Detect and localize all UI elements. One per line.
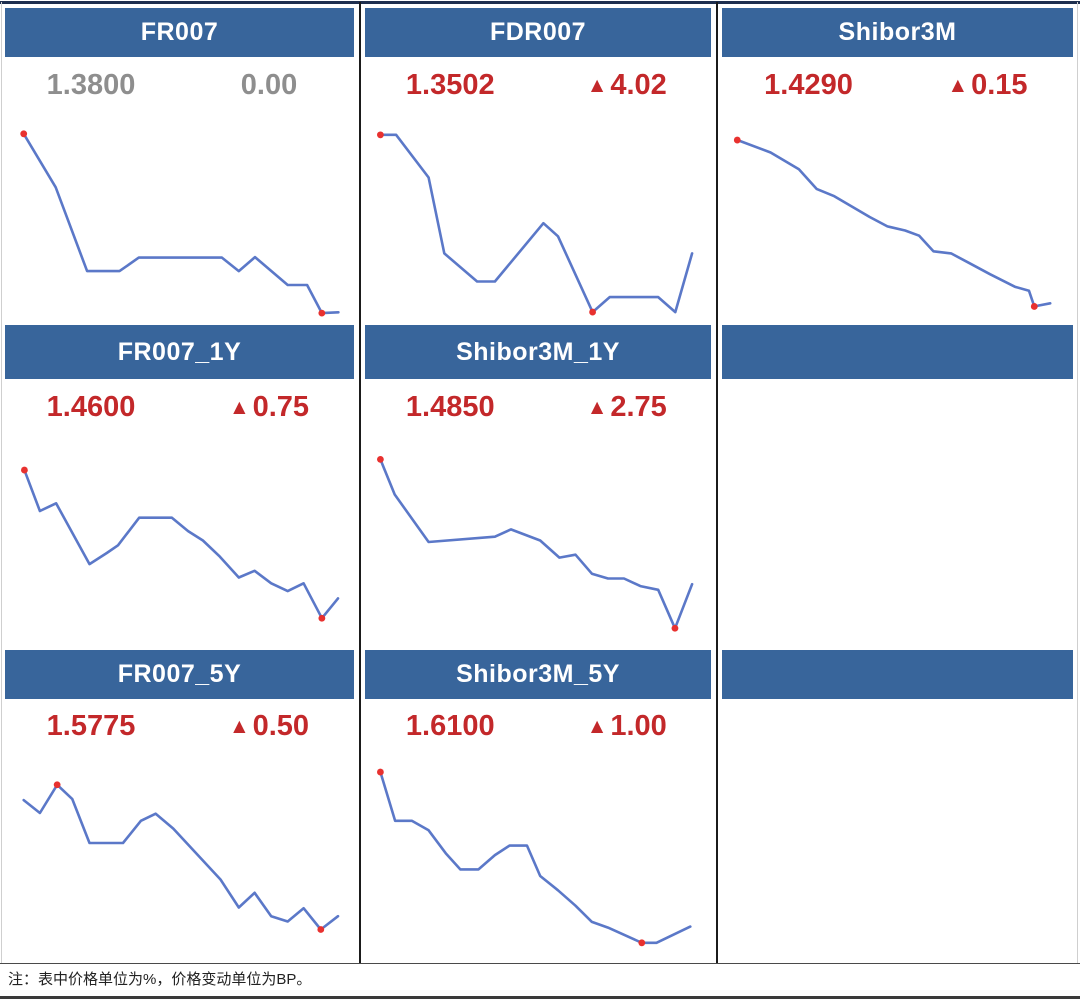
right-border	[1077, 2, 1078, 963]
price-value: 1.6100	[405, 709, 495, 742]
panel-title: FDR007	[489, 18, 587, 46]
sparkline-chart	[364, 754, 713, 959]
footnote: 注：表中价格单位为%，价格变动单位为BP。	[8, 971, 312, 988]
change-number: 4.02	[610, 68, 667, 101]
up-triangle-icon: ▲	[228, 395, 250, 419]
panel-header: Shibor3M_5Y	[365, 650, 711, 699]
up-triangle-icon: ▲	[586, 73, 608, 97]
bottom-border	[0, 996, 1080, 999]
rate-panel: FR007 1.3800 0.00	[2, 0, 358, 962]
panel-title: FR007	[140, 18, 219, 46]
up-triangle-icon: ▲	[228, 714, 250, 738]
price-value: 1.3502	[405, 68, 495, 101]
up-triangle-icon: ▲	[586, 395, 608, 419]
change-number: 0.50	[252, 709, 310, 742]
footnote-divider	[0, 963, 1080, 964]
price-row: 1.3800 0.00	[2, 62, 358, 108]
rate-panel: FR007_5Y 1.5775 ▲ 0.50	[2, 0, 358, 962]
column-1: FR007 1.3800 0.00 FR007_1Y 1.4600 ▲ 0.75 …	[2, 0, 358, 962]
rate-panel: Shibor3M_1Y 1.4850 ▲ 2.75	[362, 0, 715, 962]
sparkline-chart	[721, 113, 1075, 321]
panel-header: FDR007	[365, 8, 711, 57]
rate-panel: FR007_1Y 1.4600 ▲ 0.75	[2, 0, 358, 962]
rate-panel: Shibor3M_5Y 1.6100 ▲ 1.00	[362, 0, 715, 962]
panel-title: Shibor3M_5Y	[456, 660, 620, 688]
sparkline-chart	[4, 436, 356, 645]
price-change: ▲ 0.75	[180, 391, 358, 424]
column-2: FDR007 1.3502 ▲ 4.02 Shibor3M_1Y 1.4850 ▲…	[362, 0, 715, 962]
panel-header	[722, 650, 1073, 699]
panel-title: FR007_1Y	[117, 337, 242, 366]
price-row: 1.4600 ▲ 0.75	[2, 384, 358, 430]
price-value: 1.3800	[46, 68, 136, 101]
panel-header	[722, 325, 1073, 379]
sparkline-chart	[364, 113, 713, 321]
rate-panel: FDR007 1.3502 ▲ 4.02	[362, 0, 715, 962]
price-value: 1.4290	[764, 68, 853, 101]
change-number: 1.00	[610, 709, 667, 742]
price-change: ▲ 0.50	[180, 710, 358, 743]
price-row: 1.5775 ▲ 0.50	[2, 703, 358, 749]
panel-header: FR007	[5, 8, 354, 57]
sparkline-chart	[364, 436, 713, 645]
rate-panel: Shibor3M 1.4290 ▲ 0.15	[719, 0, 1077, 962]
price-value: 1.4850	[405, 390, 495, 423]
column-divider	[359, 2, 361, 963]
panel-title: FR007_5Y	[117, 660, 242, 688]
panel-title: Shibor3M_1Y	[456, 337, 620, 366]
column-divider	[716, 2, 718, 963]
price-row: 1.3502 ▲ 4.02	[362, 62, 715, 108]
change-number: 0.75	[252, 390, 310, 423]
price-change: 0.00	[180, 69, 358, 102]
sparkline-chart	[4, 754, 356, 959]
up-triangle-icon: ▲	[947, 73, 969, 97]
up-triangle-icon: ▲	[586, 714, 608, 738]
panel-header: Shibor3M_1Y	[365, 325, 711, 379]
price-change: ▲ 1.00	[539, 710, 716, 743]
price-change: ▲ 2.75	[539, 391, 716, 424]
price-row: 1.6100 ▲ 1.00	[362, 703, 715, 749]
price-value: 1.5775	[46, 709, 136, 742]
price-change: ▲ 0.15	[898, 69, 1077, 102]
price-change: ▲ 4.02	[539, 69, 716, 102]
rate-panel	[719, 0, 1077, 962]
price-row: 1.4850 ▲ 2.75	[362, 384, 715, 430]
column-3: Shibor3M 1.4290 ▲ 0.15	[719, 0, 1077, 962]
change-number: 0.15	[971, 68, 1028, 101]
change-number: 2.75	[610, 390, 667, 423]
left-border	[1, 2, 2, 963]
top-border	[0, 1, 1080, 4]
panel-title: Shibor3M	[838, 18, 957, 46]
panel-header: FR007_5Y	[5, 650, 354, 699]
change-number: 0.00	[240, 68, 298, 101]
panel-header: Shibor3M	[722, 8, 1073, 57]
price-row: 1.4290 ▲ 0.15	[719, 62, 1077, 108]
rate-panel	[719, 0, 1077, 962]
sparkline-chart	[4, 113, 356, 321]
panel-header: FR007_1Y	[5, 325, 354, 379]
price-value: 1.4600	[46, 390, 136, 423]
